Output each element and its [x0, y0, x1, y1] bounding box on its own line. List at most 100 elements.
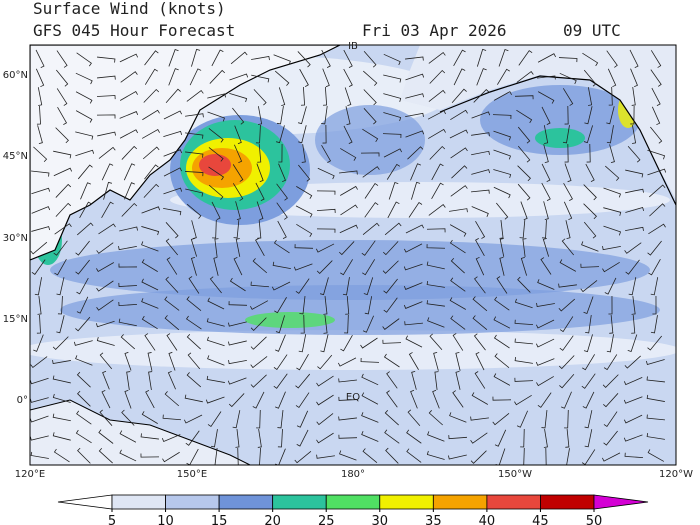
wind-barb [586, 143, 591, 163]
wind-barb [541, 410, 548, 429]
wind-barb [52, 413, 71, 422]
wind-barb [276, 202, 288, 220]
wind-barb [276, 183, 288, 201]
wind-barb [471, 206, 489, 217]
wind-barb [453, 49, 466, 67]
wind-barb [537, 75, 556, 80]
wind-barb [141, 298, 159, 309]
wind-barb [30, 415, 49, 423]
wind-barb [559, 72, 577, 85]
wind-barb [52, 359, 71, 365]
wind-barb [494, 296, 510, 311]
wind-barb [543, 429, 548, 448]
wind-barb [165, 88, 181, 104]
wind-barb [473, 88, 490, 103]
wind-barb [295, 373, 311, 389]
wind-barb [297, 51, 311, 68]
wind-barb [603, 187, 621, 198]
wind-barb [31, 259, 46, 275]
wind-barb [205, 396, 225, 404]
wind-barb [185, 430, 200, 446]
wind-barb [517, 165, 531, 182]
wind-barb [345, 106, 351, 125]
wind-barb [522, 238, 527, 257]
wind-barb [499, 238, 505, 257]
lat-label: 15°N [3, 314, 28, 325]
wind-barb [609, 315, 614, 334]
wind-barb [646, 432, 665, 440]
wind-barb [145, 390, 155, 409]
wind-barb [211, 201, 221, 221]
wind-barb [514, 319, 534, 326]
wind-barb [255, 238, 265, 257]
wind-barb [449, 297, 467, 310]
wind-barb [144, 68, 158, 85]
wind-barb [141, 259, 158, 272]
wind-barb [76, 52, 92, 67]
wind-barb [337, 357, 357, 367]
wind-barb [363, 89, 377, 106]
wind-barb [76, 371, 91, 388]
wind-barb [625, 169, 644, 178]
wind-barb [426, 450, 445, 460]
wind-barb [564, 409, 569, 429]
wind-barb [493, 373, 511, 386]
wind-barb [120, 71, 138, 83]
wind-barb [450, 257, 465, 274]
wind-barb [561, 238, 575, 256]
wind-barb [77, 390, 91, 407]
wind-barb [75, 240, 90, 256]
wind-barb [603, 225, 622, 236]
wind-barb [317, 167, 335, 180]
wind-barb [183, 414, 203, 424]
wind-barb [96, 95, 116, 100]
colorbar-segment [325, 494, 381, 510]
valid-time: 09 UTC [563, 21, 621, 40]
wind-barb [427, 431, 445, 442]
wind-barb [338, 241, 355, 256]
wind-field [480, 85, 640, 155]
wind-barb [119, 226, 138, 232]
wind-barb [624, 452, 644, 459]
wind-barb [517, 145, 531, 163]
wind-barb [471, 169, 491, 175]
wind-barb [603, 354, 618, 371]
wind-barb [126, 371, 131, 390]
wind-barb [519, 220, 526, 239]
wind-barb [582, 391, 595, 409]
wind-barb [316, 394, 334, 406]
lon-label: 150°E [177, 469, 207, 480]
wind-barb [343, 68, 353, 87]
wind-barb [451, 165, 468, 179]
wind-barb [499, 257, 505, 276]
wind-barb [559, 316, 574, 333]
wind-barb [498, 48, 509, 67]
wind-barb [362, 166, 380, 178]
wind-barb [385, 447, 399, 464]
wind-barb [583, 221, 597, 239]
wind-barb [228, 321, 247, 327]
wind-barb [228, 340, 247, 346]
wind-barb [405, 335, 423, 348]
wind-barb [142, 109, 160, 121]
wind-barb [383, 148, 403, 158]
wind-barb [541, 182, 551, 201]
wind-barb [30, 241, 48, 255]
wind-barb [56, 315, 65, 334]
wind-barb [541, 106, 551, 126]
wind-barb [299, 68, 309, 87]
colorbar-label: 50 [586, 514, 603, 525]
wind-barb [256, 163, 264, 183]
wind-barb [30, 435, 49, 441]
wind-barb [273, 354, 288, 370]
wind-barb [56, 69, 69, 87]
wind-barb [646, 376, 665, 383]
wind-barb [540, 257, 552, 275]
wind-barb [230, 51, 248, 65]
wind-field [315, 105, 425, 175]
wind-barb [386, 163, 401, 180]
wind-barb [563, 182, 573, 201]
wind-barb [426, 228, 446, 233]
wind-barb [582, 52, 599, 67]
wind-barb [475, 256, 485, 276]
